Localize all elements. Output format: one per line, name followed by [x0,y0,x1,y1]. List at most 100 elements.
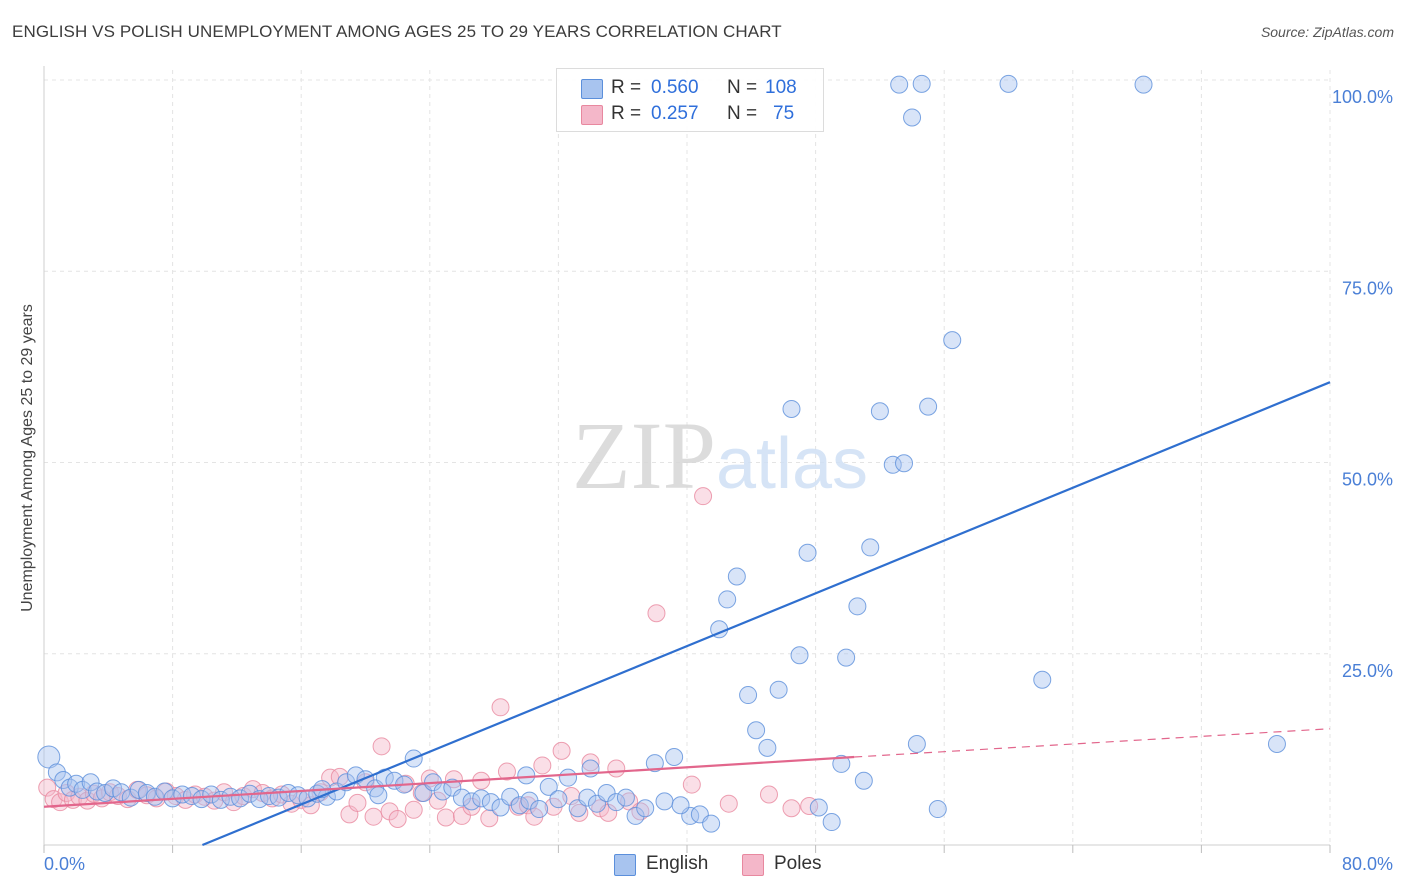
poles-point [166,787,185,806]
poles-point [759,785,778,804]
english-point [848,597,867,616]
english-points [37,74,1286,833]
poles-trend-extension [854,728,1331,758]
english-point [1267,735,1286,754]
english-point [616,788,635,807]
stats-r-label: R = [611,103,642,124]
y-tick-label: 75.0% [1342,278,1393,298]
watermark-atlas: atlas [716,424,868,504]
stats-r-label: R = [611,77,642,98]
stats-n-value: 75 [773,103,795,124]
stats-n-label: N = [727,103,758,124]
english-point [472,789,491,808]
chart-title: ENGLISH VS POLISH UNEMPLOYMENT AMONG AGE… [12,22,782,41]
poles-point [552,741,571,760]
y-tick-label: 100.0% [1332,87,1393,107]
english-point [739,686,758,705]
poles-point [372,737,391,756]
stats-r-value: 0.560 [651,77,699,98]
english-point [861,538,880,557]
english-point [790,646,809,665]
stats-swatch-english [581,79,603,99]
legend-swatch-english [614,854,636,876]
english-point [919,397,938,416]
poles-point [497,762,516,781]
english-point [182,787,201,806]
stats-box: R = 0.560 N = 108 R = 0.257 N = 75 [556,68,824,132]
english-point [47,763,66,782]
stats-swatch-poles [581,105,603,125]
english-point [782,399,801,418]
english-point [559,768,578,787]
english-point [645,754,664,773]
poles-point [348,793,367,812]
english-point [702,814,721,833]
poles-point [428,791,447,810]
english-point [769,680,788,699]
poles-point [388,809,407,828]
english-trend-line [202,381,1331,847]
english-point [907,735,926,754]
english-point [718,590,737,609]
english-point [626,806,645,825]
english-point [671,796,690,815]
watermark: ZIPatlas [572,402,868,509]
poles-point [581,753,600,772]
english-point [822,813,841,832]
english-point [809,798,828,817]
poles-point [38,778,57,797]
poles-point [694,487,713,506]
legend-label-poles: Poles [774,853,822,874]
english-point [510,796,529,815]
english-point [837,648,856,667]
tick-labels: 25.0% 50.0% 75.0% 100.0% 0.0% 80.0% [44,87,1393,874]
english-point [549,790,568,809]
legend: English Poles [0,852,1406,878]
poles-point [491,698,510,717]
poles-point [480,809,499,828]
english-point [928,800,947,819]
english-point [112,783,131,802]
poles-point [607,759,626,778]
english-point [665,748,684,767]
poles-point [452,806,471,825]
poles-point [647,604,666,623]
english-point [883,455,902,474]
english-point [597,783,616,802]
english-point [37,745,61,769]
legend-label-english: English [646,853,709,874]
poles-point [272,785,291,804]
english-point [81,773,100,792]
english-point [655,792,674,811]
english-point [452,788,471,807]
english-point [747,721,766,740]
x-tick-label: 80.0% [1342,854,1393,874]
stats-r-value: 0.257 [651,103,699,124]
english-point [539,777,558,796]
english-point [832,754,851,773]
stats-n-value: 108 [765,77,797,98]
y-tick-label: 25.0% [1342,661,1393,681]
poles-point [533,756,552,775]
english-point [912,74,931,93]
english-point [578,788,597,807]
english-point [854,771,873,790]
english-point [192,790,211,809]
poles-point [364,807,383,826]
english-point [999,74,1018,93]
y-tick-label: 50.0% [1342,470,1393,490]
legend-swatch-poles [742,854,764,876]
poles-point [782,799,801,818]
english-point [369,786,388,805]
english-point [517,766,536,785]
english-point [481,793,500,812]
english-point [462,792,481,811]
english-point [1134,75,1153,94]
trend-lines [43,381,1331,847]
axes [43,66,1331,853]
english-point [903,108,922,127]
english-point [202,785,221,804]
english-point [607,793,626,812]
english-point [890,75,909,94]
